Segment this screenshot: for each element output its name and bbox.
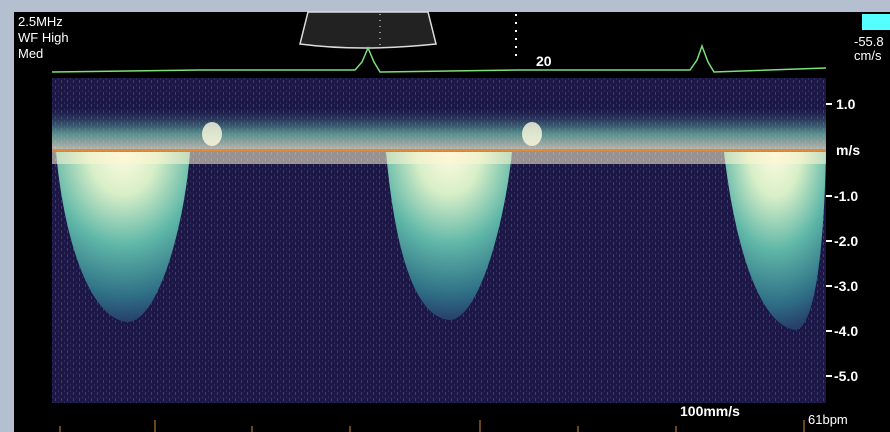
- flow-envelope: [724, 152, 826, 330]
- velocity-label: -4.0: [834, 323, 858, 339]
- flow-envelope: [56, 152, 190, 322]
- ecg-trace: [51, 43, 827, 73]
- flow-spot: [522, 122, 542, 146]
- velocity-label: 1.0: [836, 96, 856, 112]
- depth-marker: 20: [536, 53, 552, 69]
- color-scale-value: -55.8: [854, 34, 884, 49]
- velocity-label: -2.0: [834, 233, 858, 249]
- velocity-label: -1.0: [834, 188, 858, 204]
- time-ticks: [59, 420, 805, 432]
- wall-filter: WF High: [18, 30, 69, 45]
- sweep-speed: 100mm/s: [680, 403, 740, 419]
- velocity-unit: m/s: [836, 142, 860, 158]
- flow-spot: [202, 122, 222, 146]
- scale-ticks: [826, 103, 832, 377]
- heart-rate: 61bpm: [808, 412, 848, 427]
- flow-envelope: [386, 152, 512, 320]
- baseline-glow: [52, 150, 826, 164]
- color-bar: [862, 14, 890, 30]
- level: Med: [18, 46, 43, 61]
- frequency: 2.5MHz: [18, 14, 63, 29]
- velocity-label: -3.0: [834, 278, 858, 294]
- color-scale-unit: cm/s: [854, 48, 882, 63]
- forward-flow-band: [52, 108, 826, 150]
- sector-thumbnail: [299, 11, 437, 49]
- velocity-label: -5.0: [834, 368, 858, 384]
